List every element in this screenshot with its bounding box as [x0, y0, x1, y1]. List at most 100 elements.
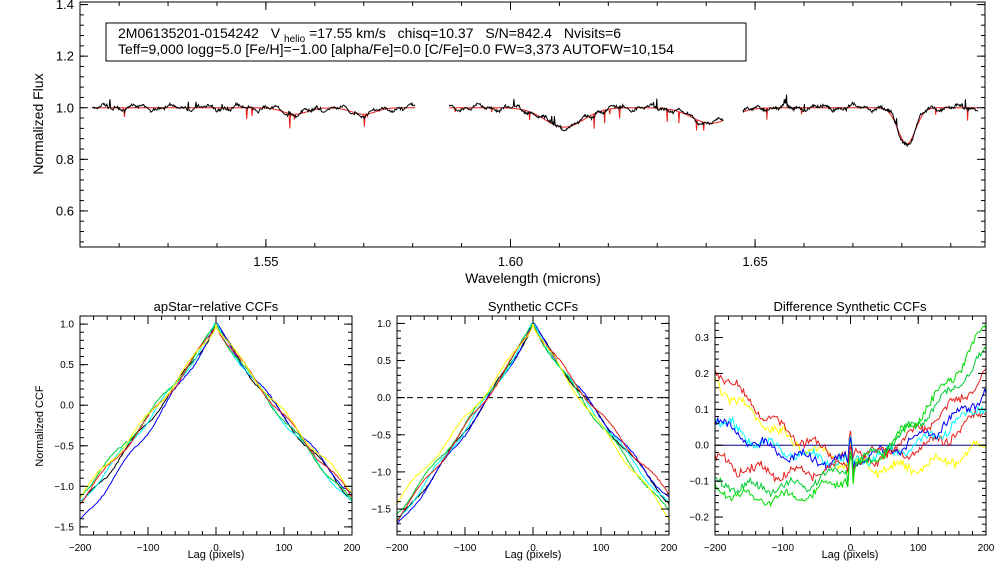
- ccf-difference-ytick-label: −0.2: [689, 513, 709, 524]
- ccf-difference-xlabel: Lag (pixels): [822, 549, 879, 561]
- ccf-difference-series-red: [714, 368, 987, 468]
- ccf-difference-xtick-label: 0: [848, 543, 854, 554]
- sn-value: S/N=842.4: [485, 25, 552, 41]
- ccf-difference-xtick-label: −100: [771, 543, 794, 554]
- spectrum-xtick-label: 1.55: [253, 254, 278, 269]
- header-line-1: 2M06135201-0154242 V helio =17.55 km/s c…: [118, 25, 621, 45]
- ccf-synthetic-lines: [396, 321, 670, 525]
- spectrum-lines: [91, 94, 979, 148]
- ccf-difference-panel: Difference Synthetic CCFs −200 −100 0 100 20…: [689, 299, 995, 561]
- ccf-synthetic-xtick-label: −200: [386, 543, 409, 554]
- ccf-difference-series-cyan: [714, 405, 987, 470]
- ccf-difference-title: Difference Synthetic CCFs: [774, 299, 927, 314]
- ccf-synthetic-xtick-label: 200: [661, 543, 678, 554]
- ccf-synthetic-ytick-label: −1.5: [371, 505, 391, 516]
- spectrum-ylabel: Normalized Flux: [30, 73, 46, 174]
- ccf-apstar-xtick-label: −100: [137, 543, 160, 554]
- ccf-synthetic-ytick-label: −0.5: [371, 430, 391, 441]
- vhelio-value: =17.55 km/s: [309, 25, 386, 41]
- spectrum-model-chip-1: [92, 107, 416, 129]
- ccf-apstar-frame: [79, 315, 353, 536]
- ccf-synthetic-title: Synthetic CCFs: [488, 299, 579, 314]
- ccf-apstar-ytick-label: 0.0: [60, 401, 74, 412]
- spectrum-panel: 1.55 1.60 1.65 0.6 0.8 1.0 1.2 1.4 2M06135201-0…: [30, 0, 986, 286]
- ccf-apstar-title: apStar−relative CCFs: [154, 299, 279, 314]
- ccf-apstar-ticks: −200 −100 0 100 200 −1.5 −1.0 −0.5 0.0 0.5 1.0: [54, 316, 361, 554]
- chisq-value: chisq=10.37: [398, 25, 474, 41]
- ccf-synthetic-frame: [396, 315, 670, 536]
- ccf-synthetic-series-cyan: [396, 322, 670, 520]
- ccf-apstar-series-blue: [79, 322, 353, 520]
- ccf-difference-ytick-label: 0.0: [695, 441, 709, 452]
- ccf-difference-series-blue: [714, 388, 987, 472]
- ccf-apstar-series-cyan: [79, 322, 353, 502]
- spectrum-xlabel: Wavelength (microns): [465, 270, 601, 286]
- ccf-difference-ytick-label: 0.2: [695, 369, 709, 380]
- ccf-apstar-ytick-label: 1.0: [60, 320, 74, 331]
- vhelio-subscript: helio: [284, 34, 306, 45]
- ccf-apstar-xlabel: Lag (pixels): [188, 549, 245, 561]
- ccf-difference-series-yellow: [714, 376, 987, 479]
- spectrum-frame: [79, 1, 986, 248]
- ccf-difference-xtick-label: 200: [978, 543, 995, 554]
- ccf-apstar-panel: apStar−relative CCFs −200 −100 0 100 200 −1.5…: [34, 299, 361, 561]
- ccf-difference-ytick-label: −0.1: [689, 477, 709, 488]
- spectrum-model-chip-2: [449, 107, 724, 131]
- ccf-apstar-ytick-label: −1.0: [54, 482, 74, 493]
- ccf-difference-ticks: −200 −100 0 100 200 −0.2 −0.1 0.0 0.1 0.2 0.3: [689, 315, 995, 554]
- spectrum-model-chip-3: [742, 107, 978, 145]
- ccf-difference-series-darkred: [714, 368, 987, 482]
- star-id: 2M06135201-0154242: [118, 25, 259, 41]
- ccf-synthetic-series-black: [396, 322, 670, 523]
- ccf-synthetic-xtick-label: −100: [454, 543, 477, 554]
- spectrum-ticks: 1.55 1.60 1.65 0.6 0.8 1.0 1.2 1.4: [56, 0, 985, 269]
- ccf-synthetic-xtick-label: 0: [530, 543, 536, 554]
- ccf-apstar-lines: [79, 322, 353, 520]
- ccf-difference-ytick-label: 0.3: [695, 333, 709, 344]
- ccf-synthetic-ticks: −200 −100 0 100 200 −1.5 −1.0 −0.5 0.0 0.5 1.0: [371, 316, 678, 554]
- ccf-difference-xtick-label: −200: [704, 543, 727, 554]
- ccf-apstar-series-black: [79, 322, 353, 505]
- ccf-apstar-series-yellow: [79, 323, 353, 498]
- ccf-synthetic-ytick-label: 0.0: [377, 393, 391, 404]
- ccf-synthetic-xtick-label: 100: [593, 543, 610, 554]
- spectrum-ytick-label: 1.2: [56, 49, 74, 64]
- spectrum-observed-chip-2: [448, 98, 724, 132]
- spectrum-ytick-label: 0.6: [56, 203, 74, 218]
- ccf-difference-series-green_lower: [714, 324, 987, 508]
- nvisits-value: Nvisits=6: [564, 25, 621, 41]
- ccf-difference-series-green_low: [714, 346, 987, 498]
- ccf-difference-xtick-label: 100: [910, 543, 927, 554]
- spectrum-xtick-label: 1.65: [742, 254, 767, 269]
- ccf-apstar-series-green: [79, 323, 353, 502]
- spectrum-ytick-label: 1.0: [56, 100, 74, 115]
- ccf-synthetic-series-blue: [396, 322, 670, 525]
- ccf-difference-ytick-label: 0.1: [695, 405, 709, 416]
- ccf-apstar-series-red: [79, 322, 353, 505]
- ccf-synthetic-series-green: [396, 322, 670, 515]
- ccf-synthetic-xlabel: Lag (pixels): [505, 549, 562, 561]
- ccf-apstar-ytick-label: −0.5: [54, 441, 74, 452]
- header-box: [105, 22, 747, 62]
- ccf-apstar-xtick-label: 0: [213, 543, 219, 554]
- ccf-synthetic-ytick-label: 0.5: [377, 356, 391, 367]
- ccf-apstar-xtick-label: −200: [69, 543, 92, 554]
- spectrum-ytick-label: 1.4: [56, 0, 74, 12]
- ccf-apstar-ylabel: Normalized CCF: [34, 385, 46, 467]
- spectrum-xtick-label: 1.60: [498, 254, 523, 269]
- ccf-synthetic-series-red: [396, 321, 670, 522]
- ccf-apstar-ytick-label: −1.5: [54, 522, 74, 533]
- spectrum-observed-chip-3: [742, 94, 979, 148]
- ccf-difference-lines: [714, 324, 987, 508]
- ccf-apstar-xtick-label: 200: [344, 543, 361, 554]
- header-line-2: Teff=9,000 logg=5.0 [Fe/H]=−1.00 [alpha/…: [118, 41, 674, 57]
- vhelio-prefix: V: [271, 25, 281, 41]
- spectrum-observed-chip-1: [91, 99, 416, 120]
- ccf-synthetic-ytick-label: −1.0: [371, 467, 391, 478]
- spectrum-ytick-label: 0.8: [56, 152, 74, 167]
- ccf-synthetic-series-yellow: [396, 323, 670, 520]
- ccf-synthetic-ytick-label: 1.0: [377, 319, 391, 330]
- ccf-apstar-xtick-label: 100: [276, 543, 293, 554]
- ccf-apstar-ytick-label: 0.5: [60, 360, 74, 371]
